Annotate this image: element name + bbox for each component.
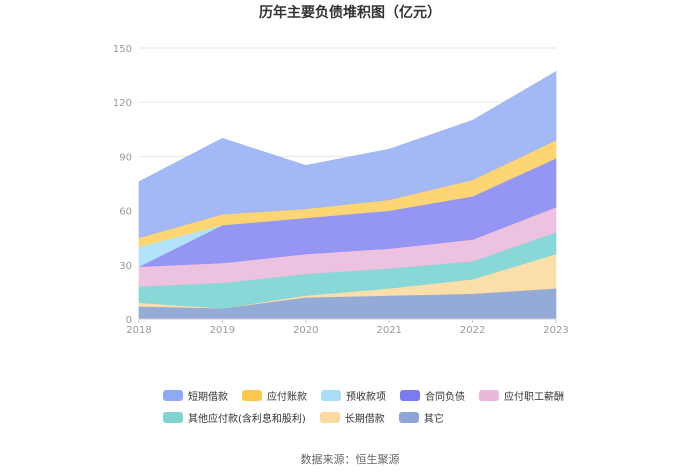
x-tick-label: 2021	[376, 325, 401, 336]
legend-label: 应付账款	[267, 392, 307, 403]
legend-item[interactable]: 长期借款	[319, 410, 385, 425]
legend-item[interactable]: 其他应付款(含利息和股利)	[163, 410, 306, 425]
area-短期借款	[138, 70, 557, 239]
legend-label: 应付职工薪酬	[504, 392, 564, 403]
legend-label: 长期借款	[344, 414, 385, 425]
legend-item[interactable]: 其它	[398, 410, 444, 425]
legend-label: 预收款项	[346, 392, 386, 403]
legend-item[interactable]: 短期借款	[163, 388, 228, 403]
y-tick-label: 0	[126, 315, 132, 326]
legend-swatch	[242, 390, 262, 401]
legend-label: 合同负债	[425, 392, 465, 403]
legend-swatch	[163, 390, 183, 401]
y-tick-label: 60	[119, 207, 132, 218]
legend-swatch	[479, 390, 499, 401]
legend-label: 其他应付款(含利息和股利)	[188, 414, 306, 425]
y-tick-label: 30	[119, 261, 132, 272]
legend-swatch	[163, 412, 183, 423]
x-tick-label: 2020	[293, 325, 318, 336]
legend-label: 短期借款	[188, 392, 228, 403]
legend-swatch	[398, 412, 419, 423]
legend-swatch	[319, 412, 340, 423]
legend-item[interactable]: 应付账款	[242, 388, 307, 403]
y-tick-label: 120	[113, 98, 132, 109]
legend-row: 短期借款 应付账款 预收款项 合同负债 应付职工薪酬	[163, 388, 578, 403]
legend-swatch	[321, 390, 341, 401]
legend-item[interactable]: 应付职工薪酬	[479, 388, 564, 403]
x-tick-label: 2022	[460, 325, 485, 336]
legend-label: 其它	[423, 414, 444, 425]
x-tick-label: 2023	[543, 325, 568, 336]
y-tick-label: 90	[119, 152, 132, 163]
chart-title: 历年主要负债堆积图（亿元）	[259, 5, 441, 21]
x-tick-label: 2018	[126, 325, 151, 336]
legend-item[interactable]: 合同负债	[400, 388, 465, 403]
x-tick-label: 2019	[210, 325, 235, 336]
y-tick-label: 150	[113, 44, 132, 55]
data-source-note: 数据来源：恒生聚源	[300, 453, 400, 466]
legend-swatch	[400, 390, 420, 401]
legend-item[interactable]: 预收款项	[321, 388, 386, 403]
legend-row: 其他应付款(含利息和股利) 长期借款 其它	[163, 410, 458, 425]
